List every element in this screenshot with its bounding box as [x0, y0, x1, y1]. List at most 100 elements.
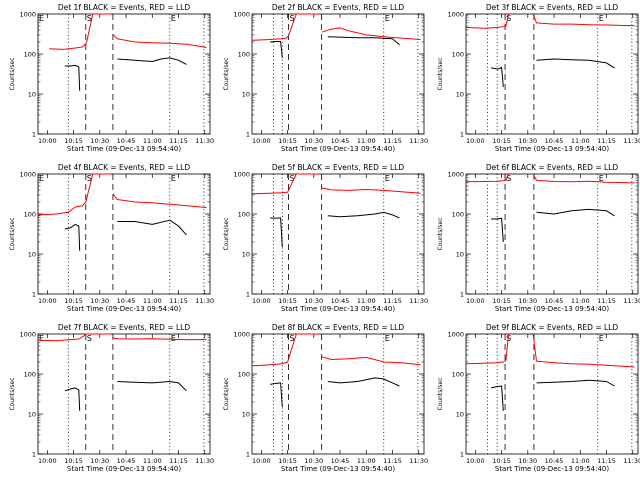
events-rate-line: [536, 208, 615, 217]
events-rate-line: [327, 211, 400, 219]
interval-marker-label: E: [599, 334, 604, 343]
x-tick-label: 10:45: [545, 457, 564, 465]
y-tick-label: 1: [460, 131, 464, 139]
interval-marker-label: E: [599, 14, 604, 23]
x-tick-label: 11:15: [169, 137, 188, 145]
events-rate-line: [64, 64, 81, 91]
x-axis-label: Start Time (09-Dec-13 09:54:40): [281, 465, 395, 473]
interval-marker-label: E: [39, 174, 44, 183]
x-tick-label: 10:00: [252, 297, 271, 305]
y-axis-label: Counts/sec: [223, 377, 230, 410]
x-tick-label: 11:00: [143, 137, 162, 145]
x-tick-label: 10:15: [492, 137, 511, 145]
y-axis-label: Counts/sec: [437, 377, 444, 410]
interval-marker-label: S: [289, 14, 294, 23]
events-rate-line: [491, 67, 504, 88]
y-tick-label: 100: [452, 371, 464, 379]
interval-marker-label: E: [171, 334, 176, 343]
x-tick-label: 11:00: [571, 297, 590, 305]
x-tick-label: 11:30: [623, 297, 640, 305]
detector-panel-8: Det 8f BLACK = Events, RED = LLD 1 10 100 10…: [223, 323, 428, 473]
x-tick-label: 11:15: [169, 457, 188, 465]
detector-panel-6: Det 6f BLACK = Events, RED = LLD 1 10 100 10…: [437, 163, 640, 313]
x-tick-label: 10:00: [38, 297, 57, 305]
panel-title: Det 3f BLACK = Events, RED = LLD: [486, 3, 619, 12]
plot-frame: [251, 173, 425, 295]
lld-rate-line: [532, 13, 635, 27]
interval-marker-label: E: [385, 334, 390, 343]
y-axis-label: Counts/sec: [9, 377, 16, 410]
x-tick-label: 10:00: [466, 297, 485, 305]
x-axis-label: Start Time (09-Dec-13 09:54:40): [495, 465, 609, 473]
events-rate-line: [491, 217, 504, 243]
lld-rate-line: [532, 173, 635, 184]
events-rate-line: [536, 58, 615, 69]
interval-marker-label: E: [385, 14, 390, 23]
y-tick-label: 1: [460, 451, 464, 459]
lld-rate-line: [252, 333, 321, 367]
x-tick-label: 10:00: [466, 457, 485, 465]
interval-marker-label: S: [506, 14, 511, 23]
panel-title: Det 7f BLACK = Events, RED = LLD: [58, 323, 191, 332]
x-tick-label: 11:00: [571, 457, 590, 465]
y-tick-label: 1: [32, 451, 36, 459]
events-rate-line: [327, 36, 400, 46]
y-tick-label: 1000: [19, 171, 36, 179]
lld-rate-line: [321, 356, 421, 366]
events-rate-line: [270, 41, 283, 58]
detector-panel-1: Det 1f BLACK = Events, RED = LLD 1 10 100 10…: [9, 3, 214, 153]
y-axis-label: Counts/sec: [437, 217, 444, 250]
x-tick-label: 11:15: [383, 297, 402, 305]
x-tick-label: 11:00: [571, 137, 590, 145]
y-tick-label: 100: [24, 51, 36, 59]
y-tick-label: 1: [246, 131, 250, 139]
y-tick-label: 1: [460, 291, 464, 299]
interval-marker-label: S: [87, 334, 92, 343]
events-rate-line: [117, 381, 187, 392]
y-tick-label: 10: [456, 251, 464, 259]
y-tick-label: 10: [28, 251, 36, 259]
x-tick-label: 10:15: [64, 137, 83, 145]
y-tick-label: 1: [32, 131, 36, 139]
x-tick-label: 11:30: [409, 457, 428, 465]
x-axis-label: Start Time (09-Dec-13 09:54:40): [281, 305, 395, 313]
x-tick-label: 10:15: [64, 297, 83, 305]
interval-marker-label: E: [39, 334, 44, 343]
x-tick-label: 10:15: [492, 297, 511, 305]
x-tick-label: 11:15: [383, 457, 402, 465]
y-tick-label: 100: [238, 211, 250, 219]
x-tick-label: 11:30: [623, 137, 640, 145]
x-axis-label: Start Time (09-Dec-13 09:54:40): [281, 145, 395, 153]
x-tick-label: 11:30: [195, 137, 214, 145]
detector-panel-9: Det 9f BLACK = Events, RED = LLD 1 10 100 10…: [437, 323, 640, 473]
y-tick-label: 1000: [447, 11, 464, 19]
x-tick-label: 10:30: [518, 297, 537, 305]
x-axis-label: Start Time (09-Dec-13 09:54:40): [495, 305, 609, 313]
detector-panel-7: Det 7f BLACK = Events, RED = LLD 1 10 100 10…: [9, 323, 214, 473]
x-tick-label: 11:30: [195, 457, 214, 465]
detector-panel-3: Det 3f BLACK = Events, RED = LLD 1 10 100 10…: [437, 3, 640, 153]
panel-title: Det 5f BLACK = Events, RED = LLD: [272, 163, 405, 172]
x-tick-label: 10:45: [331, 137, 350, 145]
plot-frame: [465, 173, 639, 295]
lld-rate-line: [321, 27, 421, 40]
x-tick-label: 10:30: [518, 457, 537, 465]
plot-frame: [465, 333, 639, 455]
lld-rate-line: [112, 33, 207, 48]
interval-marker-label: S: [506, 174, 511, 183]
x-tick-label: 11:00: [357, 297, 376, 305]
x-tick-label: 10:45: [331, 457, 350, 465]
x-tick-label: 10:30: [304, 457, 323, 465]
x-tick-label: 11:00: [143, 457, 162, 465]
detector-panel-2: Det 2f BLACK = Events, RED = LLD 1 10 100 10…: [223, 3, 428, 153]
x-tick-label: 11:30: [409, 297, 428, 305]
lld-rate-line: [252, 13, 321, 41]
y-axis-label: Counts/sec: [437, 57, 444, 90]
x-tick-label: 11:30: [409, 137, 428, 145]
y-tick-label: 1000: [447, 171, 464, 179]
x-tick-label: 11:30: [195, 297, 214, 305]
x-tick-label: 10:30: [304, 297, 323, 305]
x-tick-label: 11:15: [169, 297, 188, 305]
panel-title: Det 4f BLACK = Events, RED = LLD: [58, 163, 191, 172]
